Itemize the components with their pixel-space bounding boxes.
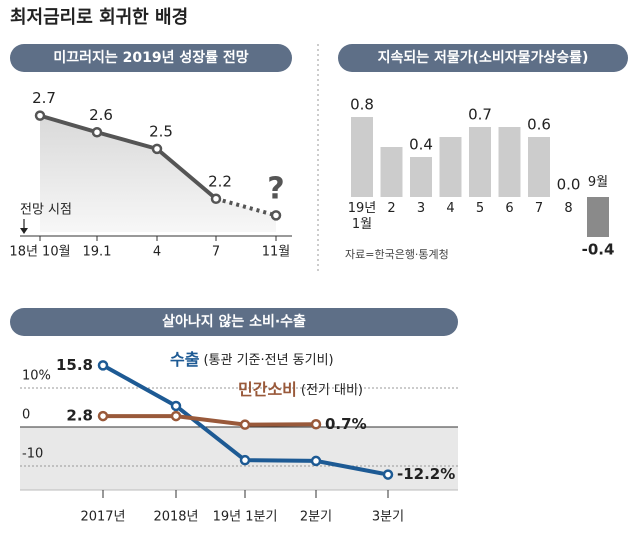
x-tick-label: 3: [417, 201, 425, 216]
x-tick-label-line: 19년: [348, 201, 377, 216]
value-label: 0.7%: [325, 415, 367, 433]
chart-title: 미끄러지는 2019년 성장률 전망: [53, 49, 248, 66]
x-tick-label: 19년 1분기: [213, 510, 278, 525]
point: [170, 400, 182, 412]
bar: [587, 197, 609, 237]
point: [91, 127, 103, 138]
y-tick-label: 10%: [22, 369, 51, 384]
chart-title: 살아나지 않는 소비·수출: [162, 313, 306, 330]
x-tick-label: 19.1: [83, 245, 112, 260]
x-tick-label: 19년 1월: [348, 201, 377, 232]
point: [170, 410, 182, 422]
x-tick-label: 7: [212, 245, 220, 260]
point: [310, 455, 322, 467]
x-tick-label: 2: [387, 201, 395, 216]
x-tick-label: 2018년: [153, 510, 198, 525]
point: [34, 110, 46, 121]
header-pill: [338, 44, 628, 72]
value-label: 0.0: [557, 176, 581, 194]
x-tick-label-line: 7: [535, 201, 543, 216]
point: [97, 360, 109, 371]
x-tick-label-line: 8: [564, 201, 572, 216]
x-tick-label: 11월: [262, 245, 291, 260]
x-tick-label: 4: [153, 245, 161, 260]
x-tick-label: 5: [476, 201, 484, 216]
bar: [380, 147, 403, 197]
point: [97, 410, 109, 422]
source: 자료=한국은행·통계청: [345, 248, 449, 261]
point: [270, 210, 282, 221]
annotation: 전망 시점: [20, 203, 72, 218]
bar: [498, 127, 521, 197]
x-tick-label: 4: [446, 201, 454, 216]
chart-title: 지속되는 저물가(소비자물가상승률): [378, 49, 589, 66]
header-pill: [10, 44, 292, 72]
bar: [439, 137, 462, 197]
legend-note: (전기 대비): [301, 383, 363, 398]
x-tick-label-line: 1월: [352, 217, 372, 232]
x-tick-label: 9월: [588, 175, 608, 190]
legend-name: 민간소비: [238, 380, 297, 399]
value-label: 0.8: [350, 96, 374, 114]
bar: [469, 127, 491, 197]
value-label: -0.4: [582, 241, 615, 259]
value-label: 0.4: [409, 136, 433, 154]
y-tick-label: 0: [22, 408, 30, 423]
x-tick-label: 18년 10월: [9, 245, 70, 260]
main-title: 최저금리로 회귀한 배경: [10, 7, 188, 28]
line: [39, 113, 218, 201]
value-label: 2.8: [66, 407, 93, 425]
legend-entry: 민간소비 (전기 대비): [238, 380, 363, 399]
value-label: 15.8: [56, 356, 93, 374]
value-label: 2.5: [149, 122, 173, 140]
value-label: 2.6: [89, 106, 113, 124]
annotation: ?: [267, 172, 284, 207]
bar: [528, 137, 550, 197]
x-tick-label-line: 3: [417, 201, 425, 216]
y-tick-label: -10: [22, 447, 43, 462]
x-tick-label-line: 5: [476, 201, 484, 216]
point: [151, 143, 163, 155]
point: [382, 469, 394, 480]
negative-zone: [20, 427, 458, 490]
point: [210, 193, 222, 204]
x-tick-label-line: 2: [387, 201, 395, 216]
projection-line: [215, 196, 277, 218]
x-tick-label-line: 4: [446, 201, 454, 216]
header-pill: [10, 308, 458, 336]
value-label: 0.6: [527, 116, 551, 134]
point: [239, 419, 251, 430]
bar: [410, 157, 432, 197]
x-tick-label: 7: [535, 201, 543, 216]
point: [239, 454, 251, 466]
legend-entry: 수출 (통관 기준·전년 동기비): [170, 350, 334, 369]
x-tick-label: 8: [564, 201, 572, 216]
x-tick-label-line: 6: [505, 201, 513, 216]
line: [103, 414, 317, 427]
value-label: 2.2: [208, 172, 232, 190]
legend-note: (통관 기준·전년 동기비): [203, 353, 333, 368]
x-tick-label-line: 9월: [588, 175, 608, 190]
x-tick-label: 2017년: [80, 510, 125, 525]
x-tick-label: 2분기: [300, 510, 332, 525]
value-label: 0.7: [468, 106, 492, 124]
bar: [351, 117, 373, 197]
x-tick-label: 6: [505, 201, 513, 216]
x-tick-label: 3분기: [372, 510, 404, 525]
arrow-head: [20, 228, 28, 234]
value-label: -12.2%: [397, 465, 455, 483]
point: [310, 419, 322, 430]
legend-name: 수출: [170, 350, 200, 369]
value-label: 2.7: [32, 89, 56, 107]
